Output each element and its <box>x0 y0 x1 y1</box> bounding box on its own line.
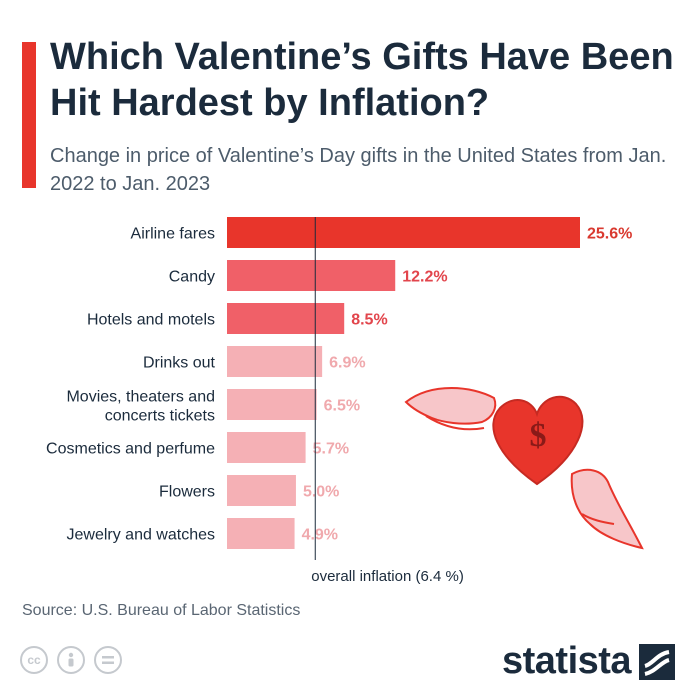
no-derivatives-icon[interactable] <box>94 646 122 674</box>
heart-icon: $ <box>492 395 584 486</box>
category-label: Drinks out <box>143 355 216 372</box>
value-label: 12.2% <box>402 269 447 286</box>
category-label: Movies, theaters and concerts tickets <box>66 389 215 425</box>
left-wing-icon <box>404 387 497 431</box>
bar <box>227 303 345 334</box>
cc-icon[interactable]: cc <box>20 646 48 674</box>
value-label: 5.0% <box>303 484 339 501</box>
license-icons: cc <box>20 646 122 674</box>
category-label: Hotels and motels <box>87 312 215 329</box>
attribution-icon[interactable] <box>57 646 85 674</box>
chart-title: Which Valentine’s Gifts Have Been Hit Ha… <box>50 36 674 124</box>
bar <box>227 217 580 248</box>
value-label: 6.5% <box>324 398 360 415</box>
source-note: Source: U.S. Bureau of Labor Statistics <box>22 602 301 619</box>
bar <box>227 346 323 377</box>
bar-chart: Airline fares 25.6% Candy 12.2% Hotels and m… <box>46 217 632 585</box>
value-label: 25.6% <box>587 226 632 243</box>
value-label: 5.7% <box>313 441 349 458</box>
value-label: 4.9% <box>302 527 338 544</box>
bar <box>227 518 295 549</box>
reference-label: overall inflation (6.4 %) <box>311 568 464 585</box>
value-label: 8.5% <box>351 312 387 329</box>
statista-logo[interactable]: statista <box>502 640 676 683</box>
bar <box>227 260 396 291</box>
dollar-sign-icon: $ <box>530 417 547 454</box>
bar <box>227 432 306 463</box>
winged-heart-illustration: $ <box>404 387 644 550</box>
brand-name: statista <box>502 640 632 682</box>
statista-mark-icon <box>639 643 676 680</box>
category-label: Candy <box>169 269 215 286</box>
category-label: Flowers <box>159 484 215 501</box>
category-label: Jewelry and watches <box>66 527 215 544</box>
title-accent-bar <box>22 42 36 188</box>
category-label: Airline fares <box>131 226 215 243</box>
value-label: 6.9% <box>329 355 365 372</box>
bar <box>227 389 317 420</box>
chart-subtitle: Change in price of Valentine’s Day gifts… <box>50 145 667 195</box>
right-wing-icon <box>570 468 644 550</box>
bar <box>227 475 296 506</box>
category-label: Cosmetics and perfume <box>46 441 215 458</box>
